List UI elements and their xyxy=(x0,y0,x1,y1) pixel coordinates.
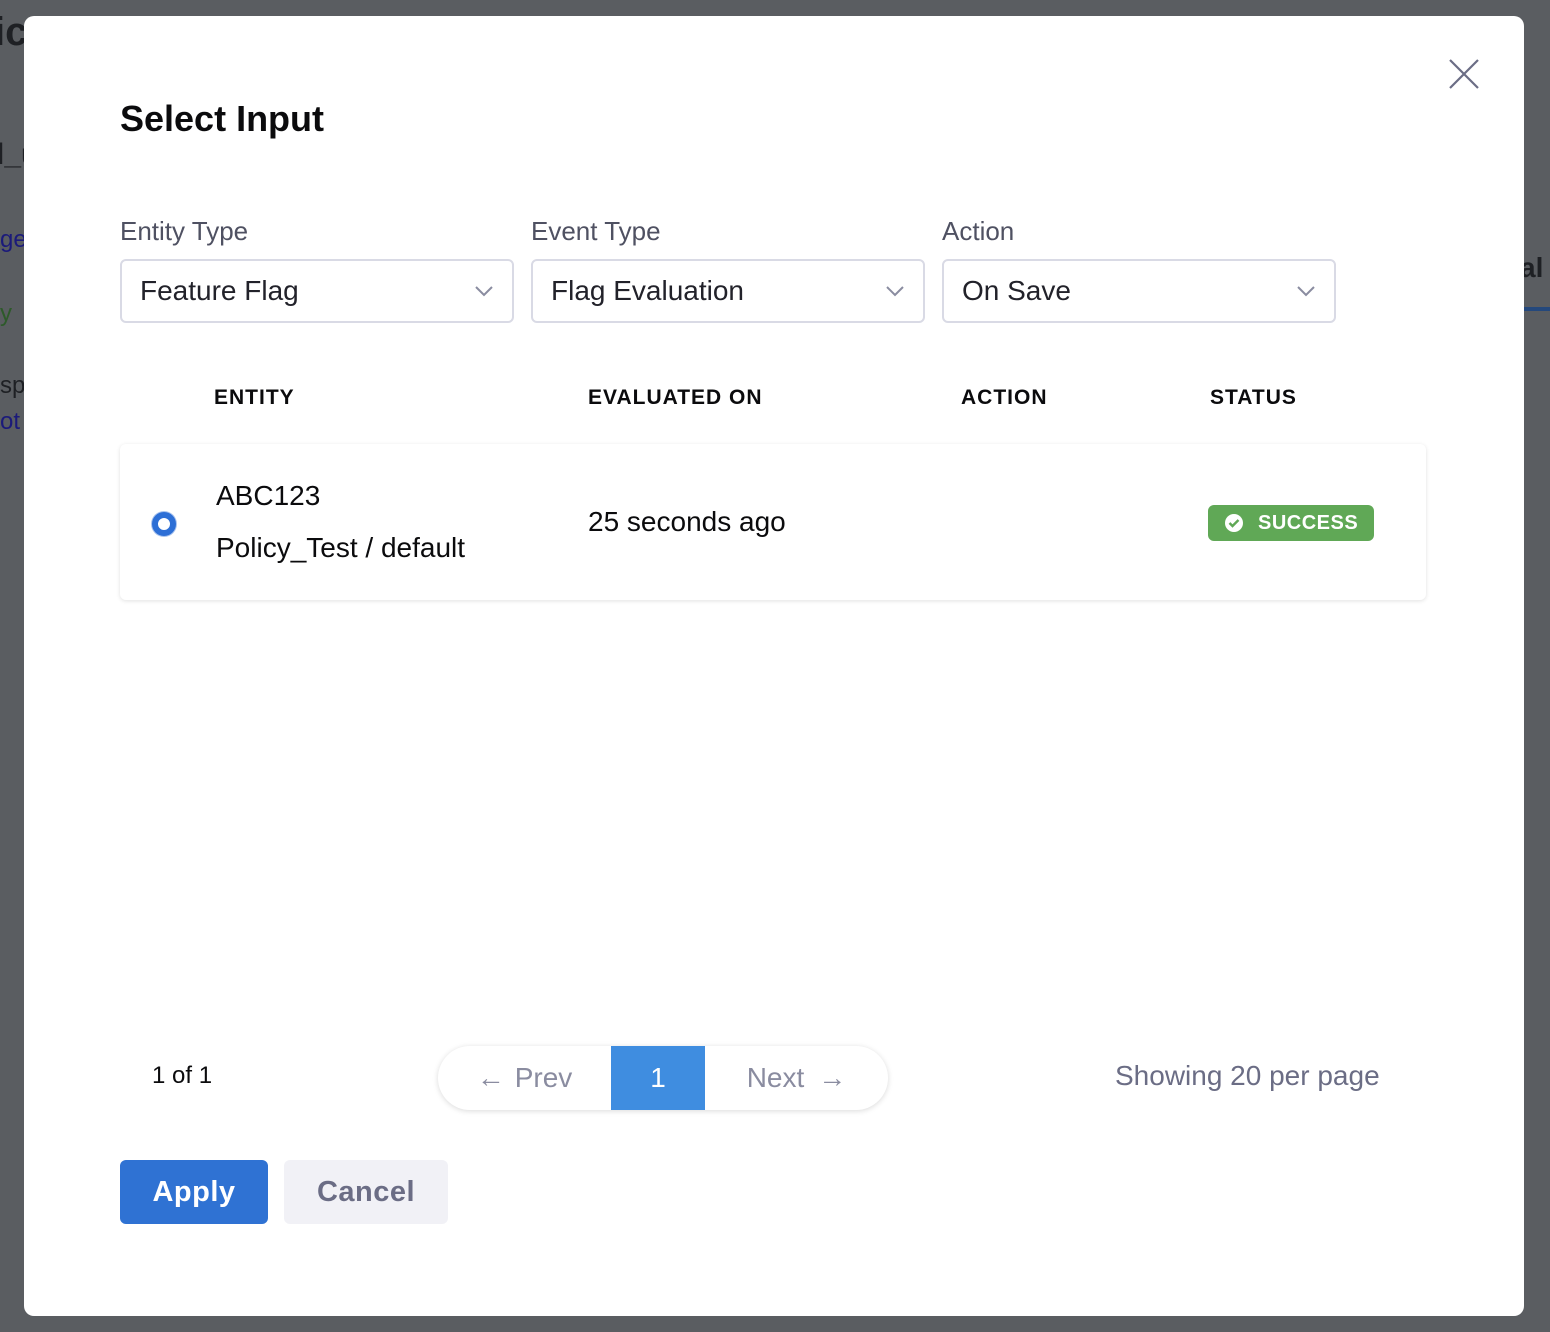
entity-type-field: Entity Type Feature Flag xyxy=(120,216,514,323)
entity-name: ABC123 xyxy=(216,480,321,511)
dialog-title: Select Input xyxy=(120,98,325,139)
action-value: On Save xyxy=(962,275,1071,306)
chevron-down-icon xyxy=(886,286,904,297)
entity-path: Policy_Test / default xyxy=(216,532,466,563)
status-text: SUCCESS xyxy=(1258,511,1359,534)
event-type-label: Event Type xyxy=(531,216,661,246)
event-type-field: Event Type Flag Evaluation xyxy=(531,216,925,323)
row-radio[interactable] xyxy=(152,512,176,536)
column-header-status: STATUS xyxy=(1210,386,1297,409)
check-circle-icon xyxy=(1225,514,1243,532)
arrow-left-icon: ← xyxy=(476,1062,505,1093)
event-type-select[interactable]: Flag Evaluation xyxy=(531,259,925,323)
close-icon[interactable] xyxy=(1446,56,1482,92)
pagination: ← Prev 1 Next → xyxy=(438,1046,888,1110)
column-header-entity: ENTITY xyxy=(214,386,295,409)
chevron-down-icon xyxy=(1297,286,1315,297)
entity-type-select[interactable]: Feature Flag xyxy=(120,259,514,323)
page-summary: 1 of 1 xyxy=(152,1062,213,1089)
per-page-info: Showing 20 per page xyxy=(1115,1060,1380,1091)
action-field: Action On Save xyxy=(942,216,1336,323)
arrow-right-icon: → xyxy=(818,1062,847,1093)
column-header-action: ACTION xyxy=(961,386,1048,409)
status-badge: SUCCESS xyxy=(1208,505,1375,541)
next-label: Next xyxy=(746,1062,805,1093)
apply-button[interactable]: Apply xyxy=(120,1160,268,1224)
event-type-value: Flag Evaluation xyxy=(551,275,745,306)
next-button[interactable]: Next → xyxy=(705,1046,888,1110)
cancel-button[interactable]: Cancel xyxy=(284,1160,448,1224)
table-row[interactable]: ABC123 Policy_Test / default 25 seconds … xyxy=(120,444,1426,600)
select-input-dialog: Select Input Entity Type Feature Flag Ev… xyxy=(24,16,1524,1316)
entity-type-label: Entity Type xyxy=(120,216,249,246)
evaluated-on: 25 seconds ago xyxy=(588,506,786,537)
prev-label: Prev xyxy=(514,1062,573,1093)
column-header-evaluated-on: EVALUATED ON xyxy=(588,386,763,409)
action-label: Action xyxy=(942,216,1015,246)
chevron-down-icon xyxy=(475,286,493,297)
entity-type-value: Feature Flag xyxy=(140,275,299,306)
page-1-button[interactable]: 1 xyxy=(611,1046,705,1110)
prev-button[interactable]: ← Prev xyxy=(438,1046,611,1110)
action-select[interactable]: On Save xyxy=(942,259,1336,323)
